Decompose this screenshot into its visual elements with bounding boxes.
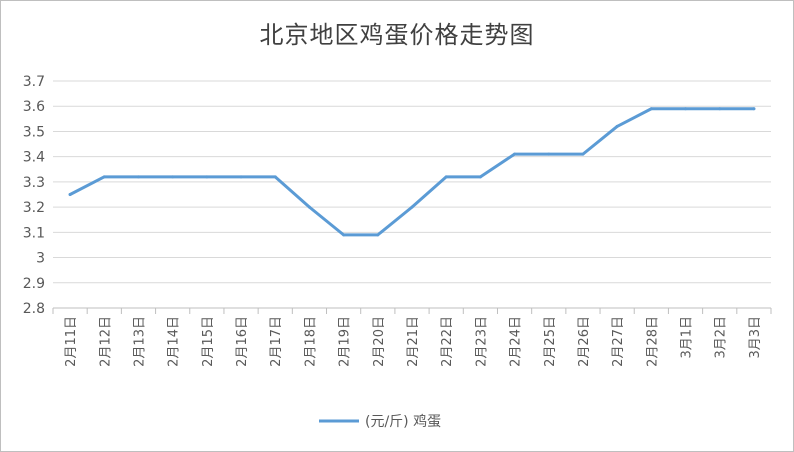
- grid-lines: [53, 80, 771, 309]
- x-tick-label: 2月15日: [201, 316, 216, 367]
- chart-title: 北京地区鸡蛋价格走势图: [259, 21, 535, 49]
- x-tick-label: 2月17日: [269, 316, 284, 367]
- x-tick-label: 3月3日: [748, 316, 763, 359]
- data-point: [410, 205, 414, 209]
- data-point: [171, 175, 175, 179]
- y-tick-label: 3: [36, 251, 45, 267]
- data-point: [376, 233, 380, 237]
- series-line: [68, 107, 756, 237]
- y-tick-label: 3.4: [23, 150, 45, 166]
- x-axis: 2月11日 2月12日 2月13日 2月14日 2月15日 2月16日 2月17日 2月18日…: [52, 308, 772, 367]
- y-tick-label: 3.5: [23, 124, 45, 140]
- data-point: [478, 175, 482, 179]
- x-tick-label: 2月13日: [132, 316, 147, 367]
- x-tick-label: 3月2日: [714, 316, 729, 359]
- x-tick-label: 2月21日: [406, 316, 421, 367]
- legend: (元/斤) 鸡蛋: [319, 413, 441, 430]
- x-tick-label: 2月25日: [543, 316, 558, 367]
- data-point: [684, 107, 688, 111]
- x-tick-label: 2月14日: [167, 316, 182, 367]
- x-tick-label: 2月23日: [474, 316, 489, 367]
- x-tick-label: 2月19日: [338, 316, 353, 367]
- data-point: [752, 107, 756, 111]
- data-point: [102, 175, 106, 179]
- series-layer: [68, 107, 756, 237]
- x-tick-label: 2月11日: [64, 316, 79, 367]
- data-point: [718, 107, 722, 111]
- x-tick-label: 3月1日: [680, 316, 695, 359]
- y-tick-label: 2.9: [23, 276, 45, 292]
- x-tick-label: 2月24日: [509, 316, 524, 367]
- data-point: [307, 205, 311, 209]
- x-tick-label: 2月20日: [372, 316, 387, 367]
- y-tick-label: 3.2: [23, 200, 45, 216]
- x-tick-label: 2月22日: [440, 316, 455, 367]
- data-point: [342, 233, 346, 237]
- data-point: [68, 193, 72, 196]
- data-point: [547, 152, 551, 156]
- legend-label: (元/斤) 鸡蛋: [365, 413, 441, 430]
- data-point: [239, 175, 243, 179]
- data-point: [444, 175, 448, 179]
- x-tick-label: 2月27日: [611, 316, 626, 367]
- data-point: [513, 152, 517, 156]
- y-tick-label: 3.6: [23, 99, 45, 115]
- y-tick-label: 3.1: [23, 225, 45, 241]
- x-tick-label: 2月16日: [235, 316, 250, 367]
- y-tick-label: 2.8: [23, 301, 45, 317]
- data-point: [615, 124, 619, 128]
- data-point: [136, 175, 140, 179]
- data-point: [649, 107, 653, 111]
- x-tick-label: 2月18日: [303, 316, 318, 367]
- y-tick-label: 3.3: [23, 175, 45, 191]
- x-tick-label: 2月26日: [577, 316, 592, 367]
- x-tick-label: 2月12日: [98, 316, 113, 367]
- data-point: [205, 175, 209, 179]
- data-point: [273, 175, 277, 179]
- x-tick-label: 2月28日: [645, 316, 660, 367]
- y-tick-label: 3.7: [23, 74, 45, 90]
- y-axis-ticks: 2.8 2.9 3 3.1 3.2 3.3 3.4 3.5 3.6 3.7: [23, 74, 45, 317]
- data-point: [581, 152, 585, 156]
